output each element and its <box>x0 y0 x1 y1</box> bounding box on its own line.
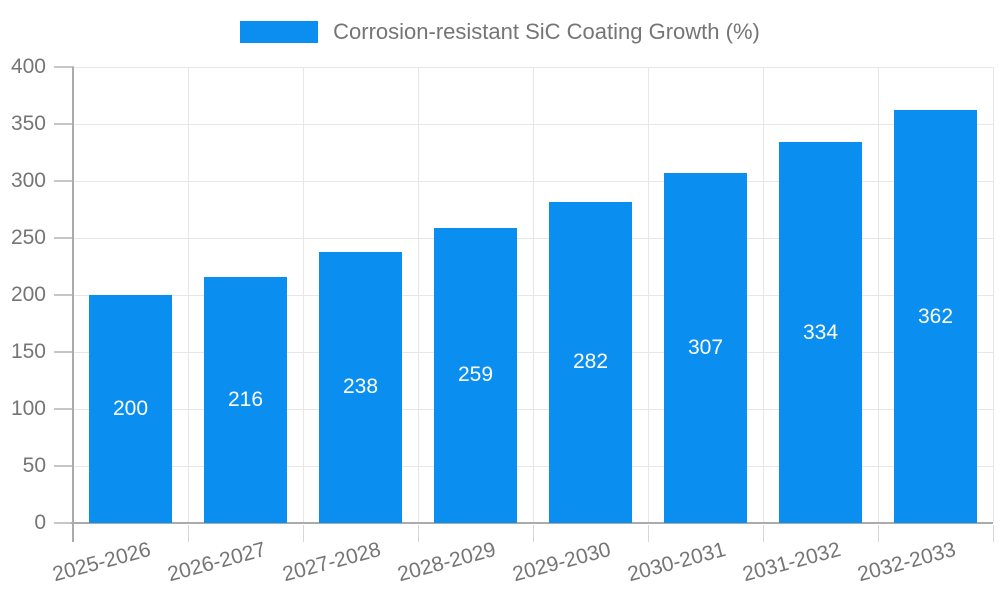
gridline-vertical <box>647 67 649 523</box>
x-axis-tick <box>532 525 534 542</box>
bar <box>204 276 287 523</box>
bar <box>319 251 402 523</box>
bar-value-label: 216 <box>227 387 264 411</box>
gridline-vertical <box>417 67 419 523</box>
bar-value-label: 259 <box>457 363 494 387</box>
y-axis-tick-label: 0 <box>34 511 46 534</box>
bar-value-label: 200 <box>112 397 149 420</box>
bar-value-label: 334 <box>802 320 839 344</box>
y-axis-tick <box>54 351 74 353</box>
bar <box>779 142 862 523</box>
y-axis-tick-label: 250 <box>10 226 46 249</box>
y-axis-tick <box>54 408 74 410</box>
x-axis-line <box>71 522 993 524</box>
y-axis-tick-label: 200 <box>10 283 46 306</box>
y-axis-tick <box>54 465 74 467</box>
y-axis-tick-label: 300 <box>10 169 46 192</box>
bar <box>434 227 517 523</box>
bar <box>549 201 632 523</box>
gridline-vertical <box>187 67 189 523</box>
legend[interactable]: Corrosion-resistant SiC Coating Growth (… <box>0 19 1000 45</box>
gridline-vertical <box>992 67 994 523</box>
bar <box>664 173 747 523</box>
gridline-vertical <box>877 67 879 523</box>
bar-value-label: 282 <box>572 350 609 374</box>
gridline-vertical <box>532 67 534 523</box>
y-axis-tick <box>54 294 74 296</box>
y-axis-tick <box>54 522 74 524</box>
x-axis-tick <box>302 525 304 542</box>
y-axis-line <box>72 67 74 542</box>
y-axis-tick <box>54 180 74 182</box>
y-axis-tick-label: 400 <box>10 55 46 78</box>
gridline-vertical <box>762 67 764 523</box>
y-axis-tick-label: 100 <box>10 397 46 420</box>
y-axis-tick <box>54 66 74 68</box>
bar <box>894 110 977 523</box>
x-axis-tick <box>877 525 879 542</box>
y-axis-tick-label: 350 <box>10 112 46 135</box>
legend-swatch[interactable] <box>240 21 319 43</box>
y-axis-tick-label: 150 <box>10 340 46 363</box>
bar <box>89 295 172 523</box>
legend-label: Corrosion-resistant SiC Coating Growth (… <box>333 19 760 44</box>
x-axis-tick <box>762 525 764 542</box>
bar-value-label: 238 <box>342 375 379 399</box>
y-axis-tick <box>54 237 74 239</box>
x-axis-tick <box>417 525 419 542</box>
x-axis-tick <box>647 525 649 542</box>
gridline-vertical <box>302 67 304 523</box>
y-axis-tick-label: 50 <box>22 454 46 477</box>
bar-value-label: 362 <box>917 304 954 328</box>
x-axis-tick <box>992 525 994 542</box>
x-axis-tick <box>187 525 189 542</box>
bar-value-label: 307 <box>687 336 724 359</box>
y-axis-tick <box>54 123 74 125</box>
